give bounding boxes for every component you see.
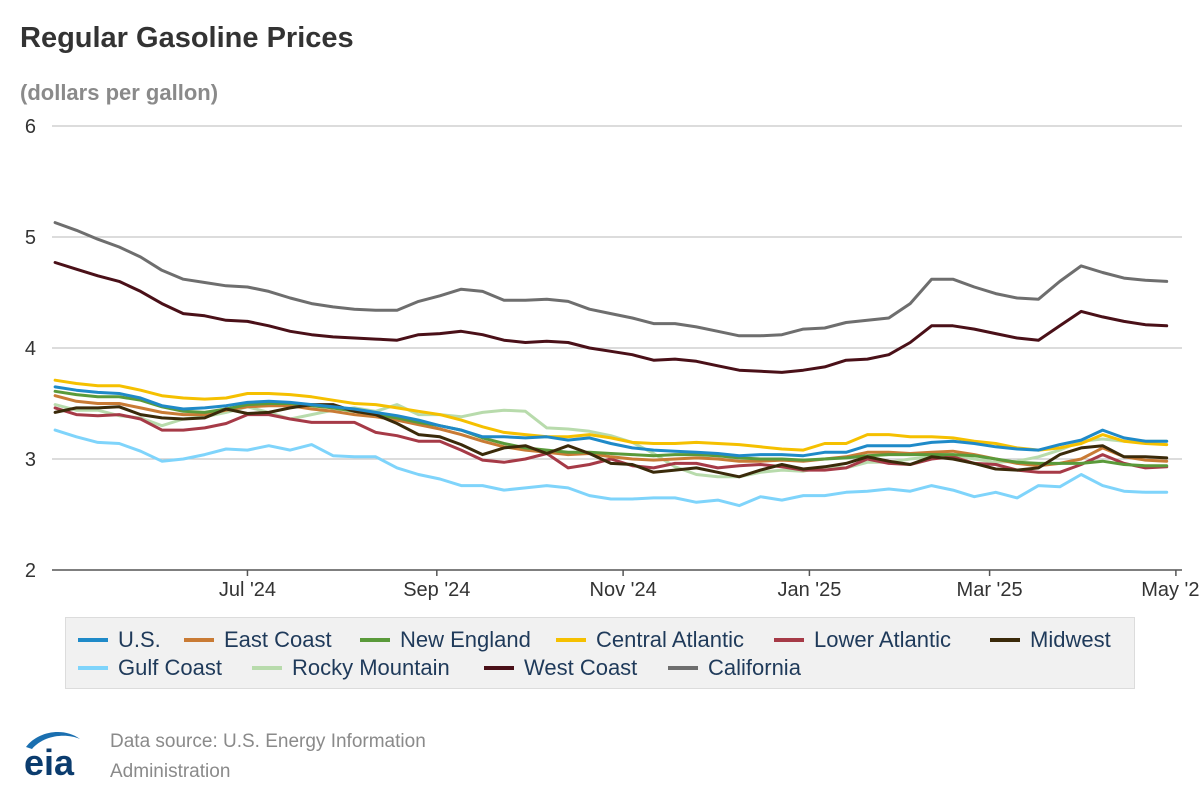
grid-lines	[52, 125, 1182, 571]
legend-item-rocky-mountain[interactable]: Rocky Mountain	[252, 654, 450, 682]
eia-logo-swoosh	[26, 732, 80, 749]
x-tick-label: Jul '24	[219, 579, 276, 601]
source-text: Data source: U.S. Energy Information Adm…	[110, 727, 530, 787]
legend-swatch	[184, 638, 214, 642]
legend-label: Lower Atlantic	[814, 627, 951, 652]
legend-swatch	[556, 638, 586, 642]
series-lines	[53, 221, 1169, 508]
source-line-2: Administration	[110, 761, 231, 782]
x-tick-label: Mar '25	[957, 579, 1023, 601]
legend-item-california[interactable]: California	[668, 654, 801, 682]
series-line-gulf-coast[interactable]	[53, 428, 1169, 508]
series-line-new-england[interactable]	[53, 389, 1169, 468]
legend-item-east-coast[interactable]: East Coast	[184, 626, 332, 654]
legend-swatch	[78, 666, 108, 670]
legend-item-west-coast[interactable]: West Coast	[484, 654, 637, 682]
series-line-midwest[interactable]	[53, 403, 1169, 479]
series-line-u-s[interactable]	[53, 385, 1169, 458]
legend-item-central-atlantic[interactable]: Central Atlantic	[556, 626, 744, 654]
legend-label: Midwest	[1030, 627, 1111, 652]
legend-swatch	[668, 666, 698, 670]
legend-label: East Coast	[224, 627, 332, 652]
legend-swatch	[360, 638, 390, 642]
legend-label: New England	[400, 627, 531, 652]
y-tick-label: 6	[25, 116, 36, 138]
x-tick-label: Jan '25	[777, 579, 841, 601]
legend-item-gulf-coast[interactable]: Gulf Coast	[78, 654, 222, 682]
chart-plot: 2 3 4 5 6 Jul '24 Sep '24 Nov '24 Jan '25 Mar '2…	[25, 116, 1200, 601]
legend-label: West Coast	[524, 655, 638, 680]
footer: eia Data source: U.S. Energy Information…	[20, 725, 620, 785]
eia-logo[interactable]: eia	[20, 725, 100, 783]
legend-swatch	[774, 638, 804, 642]
x-tick-label: Nov '24	[590, 579, 657, 601]
legend-item-u-s[interactable]: U.S.	[78, 626, 161, 654]
legend-swatch	[252, 666, 282, 670]
legend: U.S. East Coast New England Central Atlanti…	[65, 617, 1135, 689]
legend-swatch	[78, 638, 108, 642]
y-tick-label: 5	[25, 227, 36, 249]
y-axis-ticks: 2 3 4 5 6	[25, 116, 36, 582]
legend-swatch	[484, 666, 514, 670]
chart-subtitle: (dollars per gallon)	[20, 80, 219, 105]
y-tick-label: 3	[25, 449, 36, 471]
legend-label: California	[708, 655, 801, 680]
legend-label: U.S.	[118, 627, 161, 652]
legend-item-midwest[interactable]: Midwest	[990, 626, 1111, 654]
x-tick-label: Sep '24	[403, 579, 470, 601]
y-tick-label: 4	[25, 338, 36, 360]
series-line-california[interactable]	[53, 221, 1169, 338]
chart-title: Regular Gasoline Prices	[20, 22, 354, 54]
series-line-west-coast[interactable]	[53, 261, 1169, 374]
eia-logo-text: eia	[24, 742, 75, 783]
x-axis-ticks: Jul '24 Sep '24 Nov '24 Jan '25 Mar '25 May '…	[219, 570, 1200, 601]
legend-item-lower-atlantic[interactable]: Lower Atlantic	[774, 626, 951, 654]
legend-item-new-england[interactable]: New England	[360, 626, 531, 654]
source-line-1: Data source: U.S. Energy Information	[110, 731, 426, 752]
legend-label: Gulf Coast	[118, 655, 222, 680]
y-tick-label: 2	[25, 560, 36, 582]
series-line-central-atlantic[interactable]	[53, 378, 1169, 452]
legend-label: Rocky Mountain	[292, 655, 450, 680]
legend-label: Central Atlantic	[596, 627, 744, 652]
legend-swatch	[990, 638, 1020, 642]
x-tick-label: May '25	[1141, 579, 1200, 601]
